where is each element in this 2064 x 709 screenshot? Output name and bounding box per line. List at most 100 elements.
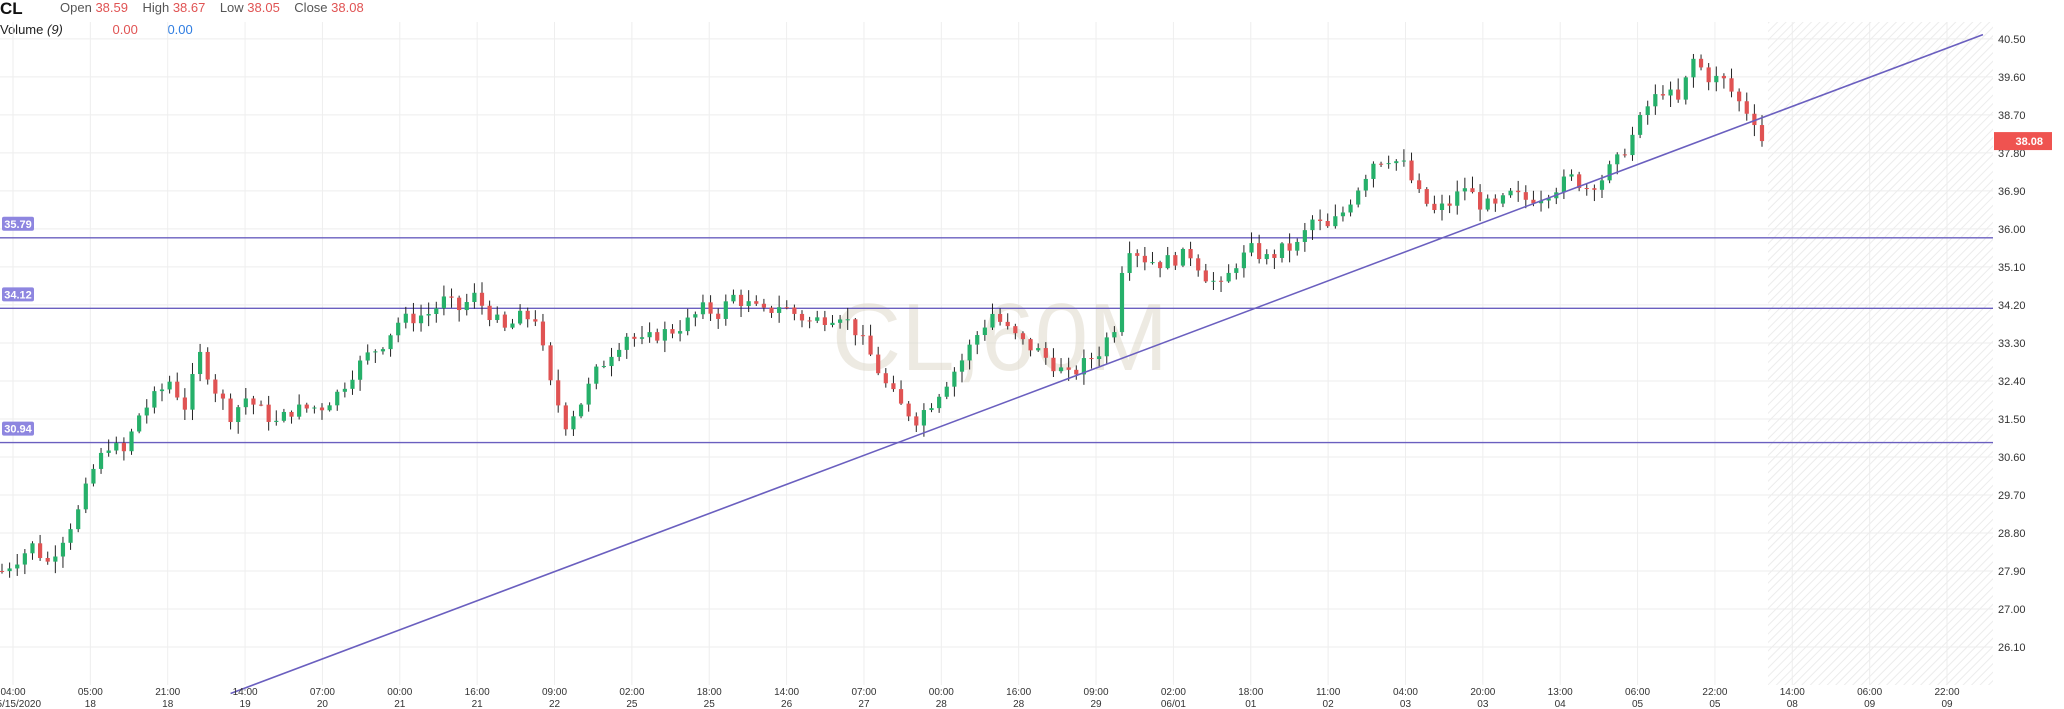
candle-up (929, 408, 934, 411)
candle-up (1165, 255, 1170, 269)
candle-up (975, 335, 980, 345)
level-label: 35.79 (4, 219, 32, 231)
candle-up (167, 381, 172, 390)
candle-up (693, 314, 698, 318)
x-tick-date: 25 (626, 699, 638, 709)
x-tick-time: 22:00 (1702, 687, 1727, 698)
y-tick-label: 39.60 (1998, 72, 2026, 84)
horizontal-levels[interactable]: 35.79 34.12 30.94 (0, 216, 1993, 444)
candle-down (807, 320, 812, 322)
candle-down (121, 442, 126, 452)
candle-down (1721, 75, 1726, 79)
candle-down (1173, 255, 1178, 266)
candle-down (175, 381, 180, 398)
candle-up (700, 302, 706, 315)
y-tick-label: 40.50 (1998, 34, 2026, 46)
candle-up (1211, 280, 1216, 282)
x-tick-time: 16:00 (465, 687, 490, 698)
y-tick-label: 37.80 (1998, 148, 2026, 160)
x-tick-date: 05 (1709, 699, 1721, 709)
x-tick-date: 05/15/2020 (0, 699, 41, 709)
candle-down (914, 416, 919, 426)
candle-up (388, 335, 393, 350)
candle-down (876, 354, 881, 374)
candle-up (1241, 252, 1246, 269)
candle-up (98, 452, 104, 469)
x-tick-date: 18 (85, 699, 97, 709)
x-tick-date: 22 (549, 699, 561, 709)
x-tick-date: 05 (1632, 699, 1644, 709)
candle-down (1043, 348, 1048, 358)
candlesticks (0, 53, 1765, 578)
y-tick-label: 32.40 (1998, 376, 2026, 388)
price-badge-bg (1994, 132, 2052, 151)
candle-up (830, 322, 835, 325)
candle-down (906, 403, 911, 417)
candle-down (754, 301, 759, 304)
x-tick-date: 25 (704, 699, 716, 709)
candle-up (1036, 348, 1041, 351)
candle-down (1660, 94, 1666, 96)
x-tick-time: 07:00 (851, 687, 876, 698)
candle-down (1287, 243, 1292, 251)
candle-down (449, 296, 454, 298)
x-tick-date: 21 (472, 699, 484, 709)
candle-down (738, 294, 744, 307)
candle-down (182, 397, 187, 410)
x-tick-time: 00:00 (387, 687, 412, 698)
candle-up (1569, 174, 1574, 177)
close-value: 38.08 (331, 0, 364, 15)
candle-up (1691, 58, 1696, 78)
candle-up (159, 389, 165, 392)
x-tick-time: 13:00 (1548, 687, 1573, 698)
candle-down (1523, 192, 1528, 200)
x-tick-time: 02:00 (619, 687, 644, 698)
candle-down (457, 297, 462, 311)
candle-up (1279, 243, 1285, 258)
candle-up (236, 407, 241, 423)
candle-up (1302, 230, 1307, 242)
x-axis: 04:0005/15/202005:001821:001814:001907:0… (0, 687, 1960, 709)
candle-up (464, 302, 469, 311)
x-tick-time: 20:00 (1470, 687, 1495, 698)
candle-up (274, 420, 279, 422)
y-tick-label: 38.70 (1998, 110, 2026, 122)
candle-up (190, 374, 195, 410)
candle-down (1188, 249, 1193, 259)
x-tick-time: 04:00 (0, 687, 25, 698)
x-tick-time: 18:00 (1238, 687, 1263, 698)
candle-up (1226, 272, 1231, 282)
x-tick-time: 21:00 (155, 687, 180, 698)
candle-down (220, 393, 226, 399)
candle-up (342, 388, 347, 392)
current-price-badge: 38.08 (1994, 132, 2052, 151)
x-tick-time: 09:00 (542, 687, 567, 698)
candle-down (533, 319, 538, 322)
candle-up (1234, 268, 1239, 273)
candle-down (1196, 258, 1201, 271)
candle-down (1051, 357, 1056, 372)
y-tick-label: 26.10 (1998, 642, 2026, 654)
candle-down (1142, 255, 1147, 263)
y-tick-label: 28.80 (1998, 528, 2026, 540)
x-tick-date: 03 (1400, 699, 1412, 709)
candle-down (716, 313, 721, 319)
x-tick-date: 01 (1245, 699, 1257, 709)
trendline[interactable] (230, 33, 1984, 695)
candle-down (822, 317, 827, 325)
candle-down (1013, 326, 1018, 334)
candle-down (1135, 253, 1140, 256)
candle-up (1630, 134, 1635, 156)
x-tick-time: 09:00 (1084, 687, 1109, 698)
candle-up (1081, 358, 1086, 375)
candle-up (198, 351, 203, 375)
candle-up (152, 391, 157, 408)
x-tick-time: 22:00 (1934, 687, 1959, 698)
candle-down (266, 404, 271, 422)
candle-up (83, 483, 88, 510)
candle-down (898, 389, 904, 404)
candle-down (1622, 154, 1627, 156)
x-tick-time: 06:00 (1857, 687, 1882, 698)
candle-up (365, 352, 370, 361)
